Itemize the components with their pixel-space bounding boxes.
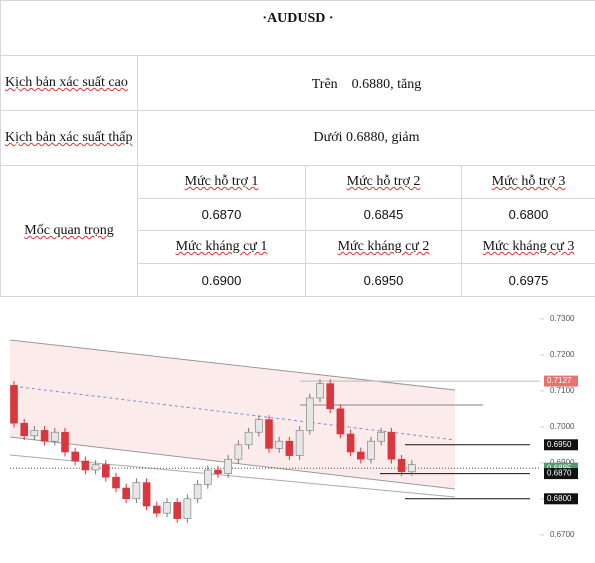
candle-body [40, 430, 49, 442]
price-tag-bg [544, 468, 578, 480]
analysis-table: ·AUDUSD · Kịch bản xác suất cao Trên 0.6… [0, 0, 595, 297]
resistance-value: 0.6950 [305, 263, 462, 297]
candle-body [214, 469, 222, 474]
candle-body [397, 458, 406, 473]
resistance-header: Mức kháng cự 1 [137, 230, 306, 264]
candle-body [61, 431, 69, 453]
price-tag-bg [544, 493, 578, 505]
candle-body [346, 433, 355, 453]
resistance-header: Mức kháng cự 3 [461, 230, 595, 264]
candle-body [377, 431, 386, 442]
candle-body [102, 464, 110, 478]
price-tag: 0.6800 [547, 494, 572, 503]
price-tag: 0.7127 [547, 376, 572, 385]
y-tick-label: 0.7200 [550, 350, 575, 359]
support-header: Mức hỗ trợ 1 [137, 165, 306, 199]
candle-body [173, 502, 181, 519]
price-tag-bg [544, 439, 578, 451]
candle-body [265, 419, 273, 449]
price-tag-bg [544, 375, 578, 387]
candle-body [285, 440, 294, 456]
scenario-text: Dưới 0.6880, giảm [137, 110, 595, 166]
candle-body [20, 422, 29, 437]
candle-body [234, 444, 243, 460]
candle-body [142, 482, 151, 507]
resistance-header: Mức kháng cự 2 [305, 230, 462, 264]
candle-body [356, 451, 365, 460]
candle-body [193, 484, 202, 500]
candle-body [295, 430, 304, 456]
candle-body [407, 464, 416, 473]
support-header: Mức hỗ trợ 2 [305, 165, 462, 199]
price-tag: 0.6950 [547, 440, 572, 449]
channel-upper [9, 339, 456, 391]
candle-body [153, 505, 161, 514]
resistance-value: 0.6975 [461, 263, 595, 297]
price-tag: 0.6885 [547, 463, 572, 472]
candle-body [163, 502, 171, 514]
candle-body [244, 431, 253, 446]
scenario-text: Trên 0.6880, tăng [137, 55, 595, 111]
support-value: 0.6845 [305, 198, 462, 231]
support-header: Mức hỗ trợ 3 [461, 165, 595, 199]
candle-body [81, 460, 90, 471]
candle-body [122, 487, 130, 500]
mid-line [19, 386, 456, 441]
candle-body [305, 397, 314, 431]
candle-body [387, 431, 396, 460]
scenario-label: Kịch bản xác suất thấp [0, 110, 138, 166]
price-tag: 0.6870 [547, 469, 572, 478]
support-value: 0.6870 [137, 198, 306, 231]
candle-body [255, 419, 263, 433]
candle-body [224, 458, 232, 474]
candle-body [326, 383, 335, 410]
candle-body [316, 383, 324, 399]
y-tick-label: 0.7300 [550, 314, 575, 323]
y-tick-label: 0.6700 [550, 530, 575, 539]
candle-body [112, 476, 120, 489]
candle-body [275, 440, 284, 449]
support-value: 0.6800 [461, 198, 595, 231]
candle-body [204, 469, 212, 485]
candle-body [367, 440, 375, 460]
title: ·AUDUSD · [0, 0, 595, 56]
candle-body [183, 498, 192, 519]
channel-fill [10, 340, 455, 489]
candle-body [132, 482, 141, 500]
channel-lower [9, 436, 456, 490]
candle-body [10, 385, 18, 424]
candle-body [336, 408, 345, 435]
candle-body [50, 431, 59, 442]
candle-body [71, 451, 79, 462]
y-tick-label: 0.7100 [550, 386, 575, 395]
y-tick-label: 0.7000 [550, 422, 575, 431]
levels-label: Mốc quan trọng [0, 165, 138, 297]
candle-body [91, 464, 100, 471]
y-tick-label: 0.6900 [550, 458, 575, 467]
scenario-label: Kịch bản xác suất cao [0, 55, 138, 111]
candle-body [30, 430, 39, 437]
resistance-value: 0.6900 [137, 263, 306, 297]
price-chart: 0.7300 0.7200 0.7100 0.7000 0.6900 0.6800 0.67… [8, 305, 586, 557]
